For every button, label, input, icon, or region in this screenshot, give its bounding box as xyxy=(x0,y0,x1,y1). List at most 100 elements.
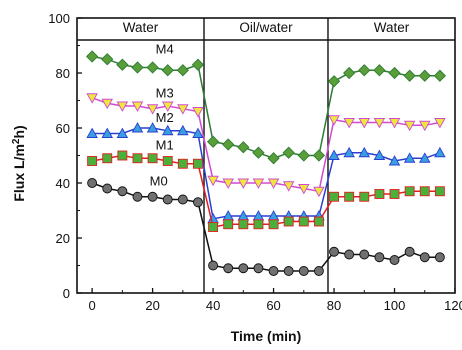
data-point xyxy=(162,156,173,166)
data-point xyxy=(208,260,219,271)
phase-label: Water xyxy=(123,20,159,35)
phase-label: Oil/water xyxy=(239,20,293,35)
x-tick-label: 100 xyxy=(384,298,406,313)
data-point xyxy=(176,64,189,77)
data-point xyxy=(131,122,144,133)
y-tick-label: 60 xyxy=(56,121,70,136)
data-point xyxy=(404,186,415,197)
data-point xyxy=(388,118,401,129)
data-point xyxy=(403,69,416,82)
data-point xyxy=(132,191,143,202)
data-point xyxy=(434,252,445,263)
data-point xyxy=(403,152,416,163)
data-point xyxy=(193,197,203,208)
data-point xyxy=(238,219,249,230)
data-point xyxy=(403,120,416,132)
data-point xyxy=(86,127,98,138)
series-label-m4: M4 xyxy=(156,41,174,56)
data-point xyxy=(329,246,339,257)
data-point xyxy=(418,152,431,163)
phase-label: Water xyxy=(374,20,410,35)
data-point xyxy=(102,153,113,164)
series-label-m2: M2 xyxy=(156,110,174,125)
data-point xyxy=(358,146,371,158)
data-point xyxy=(358,64,371,77)
data-point xyxy=(132,153,143,164)
series-label-m0: M0 xyxy=(150,173,168,188)
series-layer xyxy=(85,50,447,276)
data-point xyxy=(177,194,188,205)
data-point xyxy=(101,98,114,110)
data-point xyxy=(162,194,173,205)
series-m0 xyxy=(87,178,445,276)
x-tick-label: 80 xyxy=(327,298,341,313)
data-point xyxy=(177,158,188,169)
data-point xyxy=(223,263,234,274)
data-point xyxy=(131,61,144,74)
data-point xyxy=(252,146,265,159)
data-point xyxy=(282,181,295,192)
data-point xyxy=(222,178,234,189)
data-point xyxy=(328,115,340,126)
data-point xyxy=(327,75,341,88)
data-point xyxy=(419,186,430,197)
data-point xyxy=(267,178,280,189)
data-point xyxy=(117,150,128,161)
series-m3 xyxy=(86,93,446,198)
data-point xyxy=(237,178,250,189)
data-point xyxy=(237,141,250,154)
data-point xyxy=(298,184,310,195)
data-point xyxy=(161,124,174,136)
data-point xyxy=(389,255,400,265)
data-point xyxy=(85,50,99,63)
data-point xyxy=(328,149,340,160)
x-tick-label: 40 xyxy=(206,298,220,313)
data-point xyxy=(102,183,113,194)
data-point xyxy=(298,216,309,227)
data-point xyxy=(418,120,431,132)
data-point xyxy=(434,118,446,129)
y-axis-title: Flux L/m2h) xyxy=(11,125,28,201)
data-point xyxy=(87,156,98,166)
y-axis-title-tail: h) xyxy=(11,125,27,138)
series-m4 xyxy=(85,50,447,165)
data-point xyxy=(253,263,264,274)
data-point xyxy=(343,118,355,129)
x-tick-label: 0 xyxy=(89,298,96,313)
data-point xyxy=(388,155,401,166)
data-point xyxy=(146,104,159,115)
data-point xyxy=(146,61,159,74)
data-point xyxy=(343,146,355,158)
data-point xyxy=(433,69,447,82)
x-axis-title: Time (min) xyxy=(231,328,302,344)
data-point xyxy=(191,58,205,71)
data-point xyxy=(313,266,324,276)
data-point xyxy=(313,186,325,198)
data-point xyxy=(283,266,294,276)
data-point xyxy=(116,58,129,71)
data-point xyxy=(359,249,370,260)
y-tick-label: 0 xyxy=(63,286,70,301)
series-label-m3: M3 xyxy=(156,85,174,100)
x-tick-label: 20 xyxy=(145,298,159,313)
y-tick-label: 20 xyxy=(56,231,70,246)
data-point xyxy=(116,101,129,112)
data-point xyxy=(238,263,249,274)
data-point xyxy=(252,178,265,189)
data-point xyxy=(373,64,386,77)
data-point xyxy=(373,118,386,129)
data-point xyxy=(177,124,189,136)
x-tick-label: 120 xyxy=(444,298,462,313)
y-axis-title-main: Flux L/m xyxy=(11,144,27,202)
data-point xyxy=(374,252,385,263)
y-tick-label: 40 xyxy=(56,176,70,191)
data-point xyxy=(131,101,144,112)
data-point xyxy=(101,53,114,66)
data-point xyxy=(282,146,295,159)
series-label-m1: M1 xyxy=(156,138,174,153)
series-m1 xyxy=(87,150,445,232)
y-tick-label: 80 xyxy=(56,66,70,81)
data-point xyxy=(192,107,204,118)
data-point xyxy=(329,191,339,202)
data-point xyxy=(147,153,158,164)
